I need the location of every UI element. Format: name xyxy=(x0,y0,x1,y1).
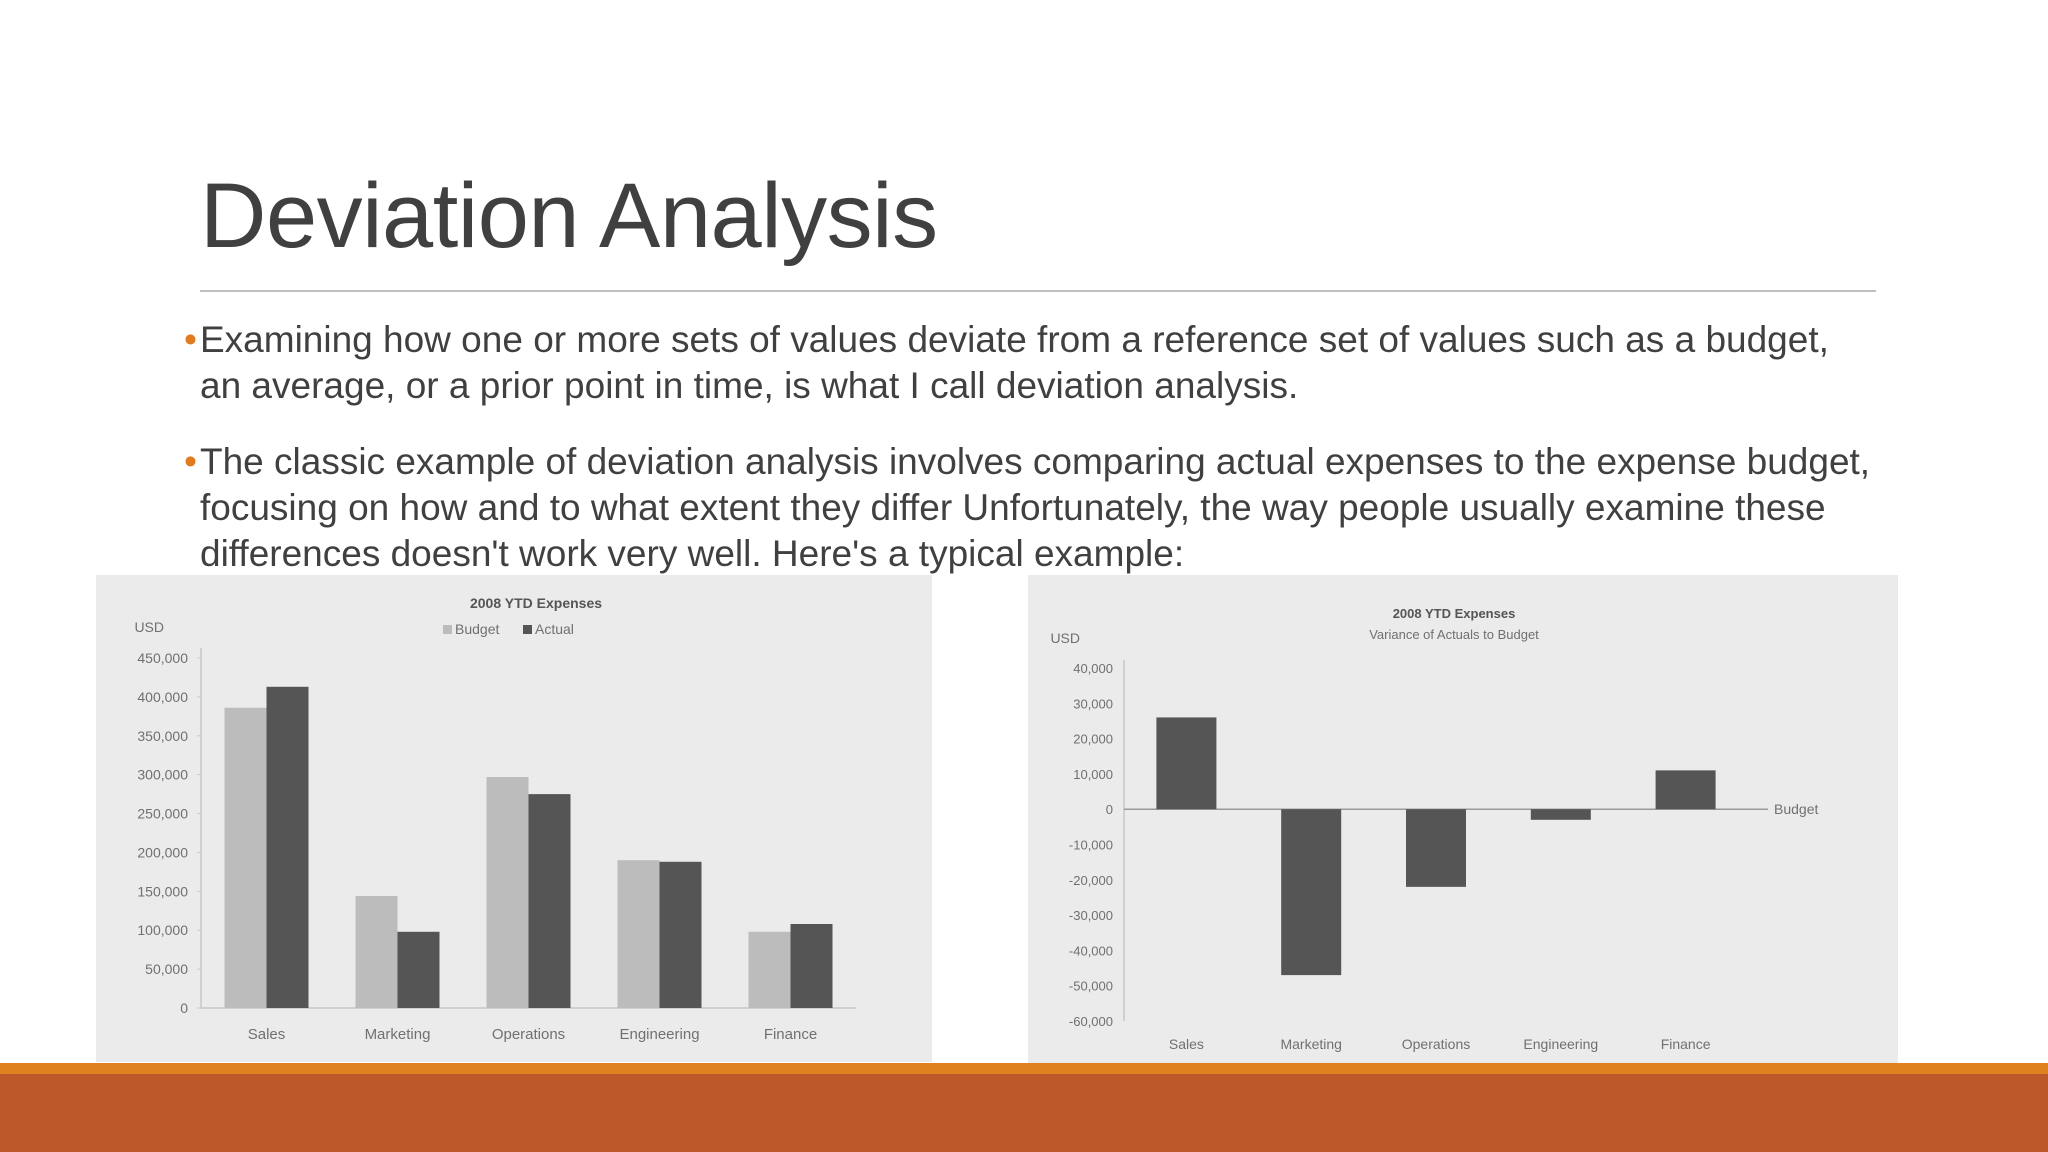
chart-title: 2008 YTD Expenses xyxy=(470,595,602,611)
y-tick-label: 450,000 xyxy=(137,650,188,666)
y-tick-label: 0 xyxy=(180,1000,188,1016)
y-tick-label: 150,000 xyxy=(137,883,188,899)
legend-swatch xyxy=(443,625,452,634)
y-tick-label: 300,000 xyxy=(137,767,188,783)
y-tick-label: 350,000 xyxy=(137,728,188,744)
bullet-text: The classic example of deviation analysi… xyxy=(200,441,1871,574)
bar-actual xyxy=(266,686,309,1008)
bar-actual xyxy=(790,924,833,1008)
y-tick-label: 50,000 xyxy=(145,961,188,977)
footer-accent-stripe xyxy=(0,1063,2048,1074)
x-tick-label: Engineering xyxy=(1523,1036,1598,1052)
legend-label: Budget xyxy=(455,621,499,637)
y-tick-label: -40,000 xyxy=(1069,943,1113,958)
x-tick-label: Operations xyxy=(492,1026,565,1043)
chart-title: 2008 YTD Expenses xyxy=(1393,606,1516,621)
x-tick-label: Sales xyxy=(248,1026,286,1043)
y-tick-label: 10,000 xyxy=(1073,767,1113,782)
budget-reference-label: Budget xyxy=(1774,801,1818,817)
x-tick-label: Sales xyxy=(1169,1036,1204,1052)
bullet-dot-icon: • xyxy=(184,319,197,360)
variance-bar xyxy=(1655,770,1716,810)
x-tick-label: Marketing xyxy=(365,1026,431,1043)
bar-budget xyxy=(355,896,398,1008)
bar-budget xyxy=(617,860,660,1008)
x-tick-label: Finance xyxy=(764,1026,817,1043)
bullet-text: Examining how one or more sets of values… xyxy=(200,319,1829,406)
x-tick-label: Marketing xyxy=(1280,1036,1341,1052)
variance-chart-svg: 2008 YTD Expenses Variance of Actuals to … xyxy=(1050,606,1818,1052)
x-tick-label: Finance xyxy=(1661,1036,1711,1052)
y-tick-label: -60,000 xyxy=(1069,1014,1113,1029)
y-tick-label: 30,000 xyxy=(1073,696,1113,711)
y-tick-label: 40,000 xyxy=(1073,661,1113,676)
y-tick-label: 100,000 xyxy=(137,922,188,938)
bar-actual xyxy=(659,861,702,1008)
y-tick-label: 200,000 xyxy=(137,844,188,860)
footer-bar xyxy=(0,1074,2048,1152)
bar-budget xyxy=(486,777,529,1008)
bar-actual xyxy=(528,794,571,1008)
bar-actual xyxy=(397,931,440,1008)
y-tick-label: 400,000 xyxy=(137,689,188,705)
y-tick-label: -20,000 xyxy=(1069,873,1113,888)
bullet-item: • The classic example of deviation analy… xyxy=(184,439,1874,577)
slide-title: Deviation Analysis xyxy=(200,165,938,267)
y-axis-label: USD xyxy=(1050,630,1080,646)
y-tick-label: 20,000 xyxy=(1073,732,1113,747)
variance-chart: 2008 YTD Expenses Variance of Actuals to … xyxy=(1028,575,1898,1068)
bullet-item: • Examining how one or more sets of valu… xyxy=(184,317,1874,409)
y-tick-label: -30,000 xyxy=(1069,908,1113,923)
title-divider xyxy=(200,290,1876,292)
legend-label: Actual xyxy=(535,621,574,637)
y-tick-label: -10,000 xyxy=(1069,838,1113,853)
chart-subtitle: Variance of Actuals to Budget xyxy=(1369,627,1539,642)
budget-vs-actual-chart: 2008 YTD Expenses USD Budget Actual 0 50,000 1… xyxy=(96,575,932,1062)
bar-budget xyxy=(748,931,791,1008)
bullet-dot-icon: • xyxy=(184,441,197,482)
variance-bar xyxy=(1530,809,1591,820)
y-tick-label: -50,000 xyxy=(1069,979,1113,994)
bar-budget xyxy=(224,707,267,1008)
y-tick-label: 250,000 xyxy=(137,806,188,822)
y-tick-label: 0 xyxy=(1106,802,1113,817)
x-tick-label: Engineering xyxy=(619,1026,699,1043)
x-tick-label: Operations xyxy=(1402,1036,1470,1052)
variance-bar xyxy=(1156,717,1217,810)
budget-vs-actual-chart-svg: 2008 YTD Expenses USD Budget Actual 0 50,000 1… xyxy=(134,595,856,1043)
legend-swatch xyxy=(523,625,532,634)
y-axis-label: USD xyxy=(134,619,164,635)
variance-bar xyxy=(1406,809,1466,887)
variance-bar xyxy=(1281,809,1342,976)
